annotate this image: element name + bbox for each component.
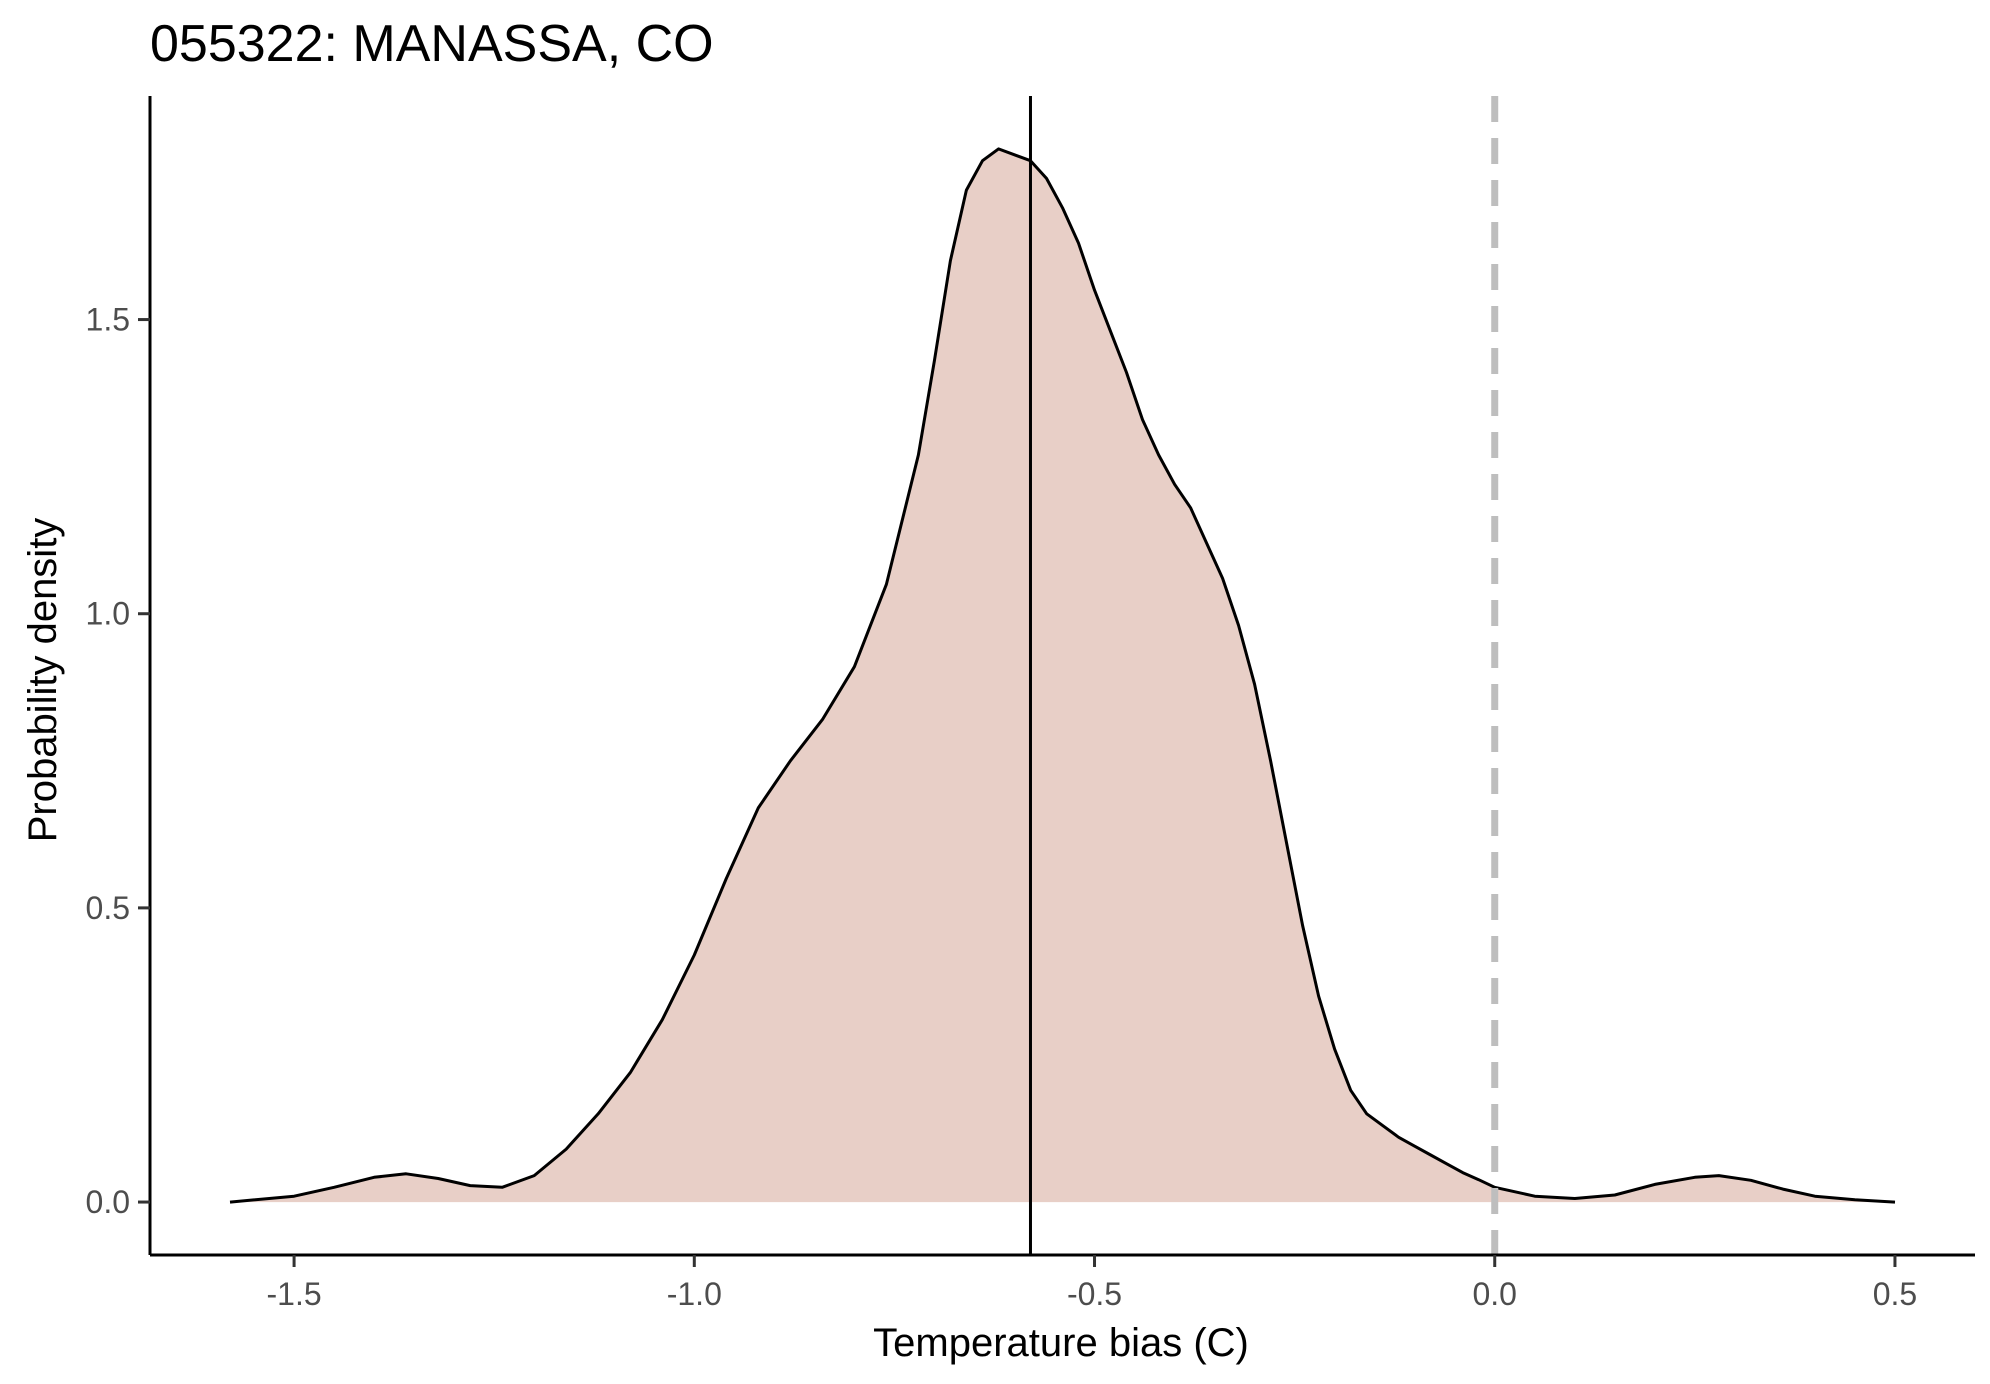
y-axis-title: Probability density <box>21 518 65 843</box>
x-axis-ticks: -1.5 -1.0 -0.5 0.0 0.5 <box>267 1255 1917 1312</box>
y-tick-label: 0.0 <box>86 1184 130 1220</box>
axes <box>148 96 1975 1257</box>
y-tick-label: 0.5 <box>86 890 130 926</box>
chart-title: 055322: MANASSA, CO <box>150 15 714 73</box>
x-tick-label: 0.5 <box>1873 1276 1917 1312</box>
x-tick-label: -1.0 <box>667 1276 722 1312</box>
y-tick-label: 1.0 <box>86 596 130 632</box>
reference-lines <box>1028 96 1499 1255</box>
density-area-0 <box>230 148 1895 1203</box>
y-tick-label: 1.5 <box>86 302 130 338</box>
x-tick-label: 0.0 <box>1472 1276 1516 1312</box>
density-curve-0 <box>229 147 1896 1204</box>
series-layer <box>229 147 1896 1204</box>
x-tick-label: -0.5 <box>1067 1276 1122 1312</box>
x-axis-title: Temperature bias (C) <box>873 1321 1249 1365</box>
x-tick-label: -1.5 <box>267 1276 322 1312</box>
y-axis-ticks: 0.0 0.5 1.0 1.5 <box>86 302 150 1220</box>
